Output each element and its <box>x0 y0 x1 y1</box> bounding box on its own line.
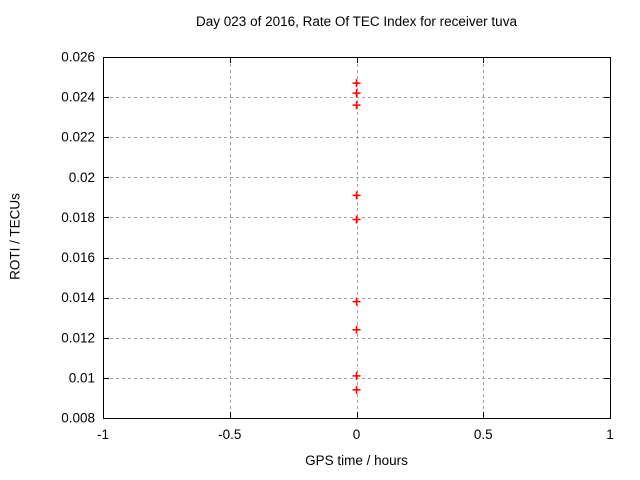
y-tick-label: 0.022 <box>61 130 95 145</box>
data-point-marker <box>352 385 361 394</box>
y-tick-label: 0.012 <box>61 330 95 345</box>
y-tick-label: 0.014 <box>61 290 95 305</box>
x-axis-label: GPS time / hours <box>305 453 408 468</box>
y-tick-label: 0.026 <box>61 50 95 65</box>
data-point-marker <box>352 89 361 98</box>
plot-border <box>103 57 611 419</box>
x-tick-label: 0.5 <box>474 427 493 442</box>
y-tick-label: 0.02 <box>69 170 95 185</box>
chart-title: Day 023 of 2016, Rate Of TEC Index for r… <box>196 14 517 29</box>
x-tick-label: -0.5 <box>218 427 241 442</box>
data-point-marker <box>352 325 361 334</box>
y-tick-label: 0.016 <box>61 250 95 265</box>
data-point-marker <box>352 101 361 110</box>
data-point-marker <box>352 79 361 88</box>
y-tick-label: 0.008 <box>61 411 95 426</box>
x-tick-label: 0 <box>353 427 361 442</box>
data-point-marker <box>352 191 361 200</box>
x-tick-label: -1 <box>97 427 109 442</box>
y-tick-label: 0.024 <box>61 90 95 105</box>
x-tick-label: 1 <box>606 427 614 442</box>
data-point-marker <box>352 371 361 380</box>
data-point-marker <box>352 297 361 306</box>
y-tick-label: 0.01 <box>69 370 95 385</box>
y-tick-label: 0.018 <box>61 210 95 225</box>
data-point-marker <box>352 215 361 224</box>
